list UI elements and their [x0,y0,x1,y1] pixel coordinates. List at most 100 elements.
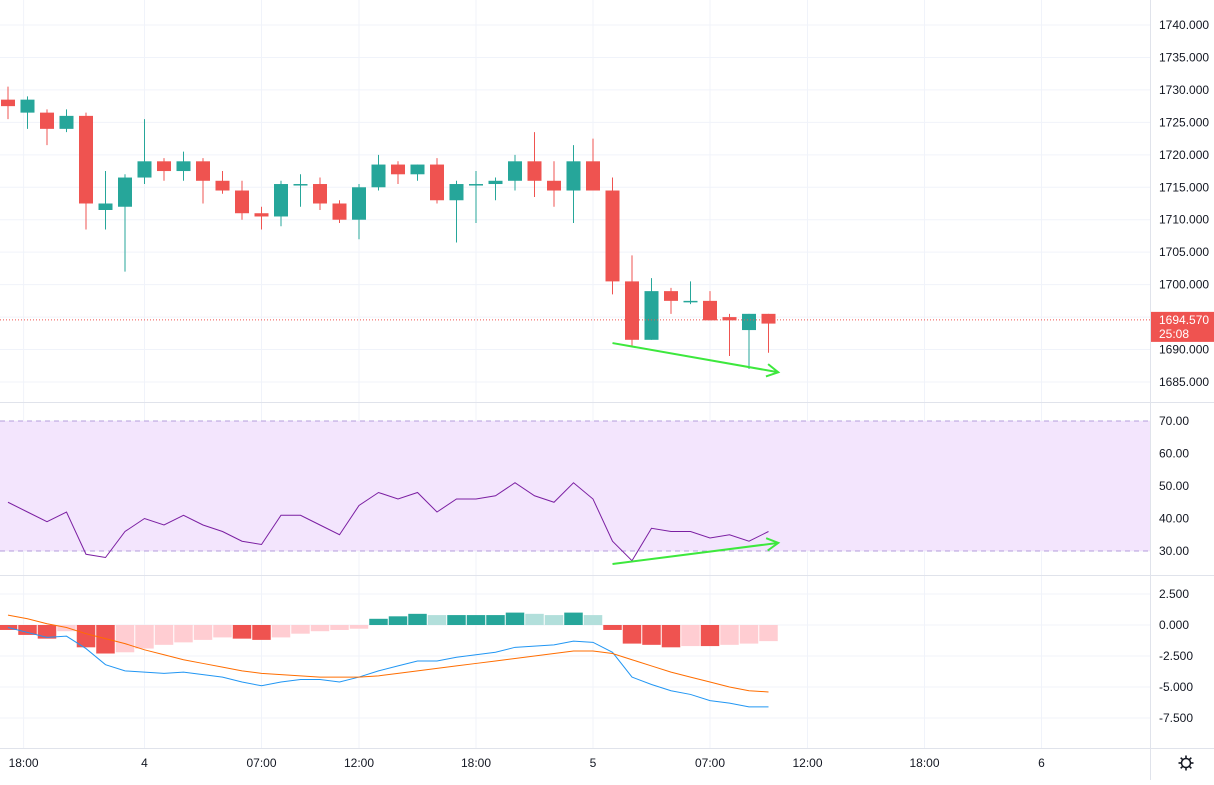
signal-line[interactable] [7,614,769,693]
candle[interactable] [508,154,522,191]
candle[interactable] [488,177,503,201]
macd-line[interactable] [7,626,769,708]
candle[interactable] [527,132,542,198]
candle-body [761,313,776,324]
candle[interactable] [703,291,717,321]
candle[interactable] [371,154,386,191]
price-axis-tick: 1715.000 [1159,180,1209,194]
macd-histogram-bar [525,613,544,625]
time-axis-tick: 4 [141,756,148,770]
price-axis-tick: 1710.000 [1159,213,1209,227]
gear-icon[interactable] [1178,755,1194,771]
candle-body [722,317,737,321]
candle[interactable] [683,281,698,305]
price-axis-tick: 1690.000 [1159,343,1209,357]
candle-body [293,184,308,186]
candle-body [352,187,366,220]
candle[interactable] [254,206,269,230]
candle[interactable] [391,161,405,185]
price-axis-tick: 1705.000 [1159,245,1209,259]
candle[interactable] [742,313,756,370]
macd-histogram-bar [700,625,720,647]
macd-histogram-bar [232,625,252,639]
price-axis-tick: 1700.000 [1159,278,1209,292]
candle[interactable] [547,161,561,207]
candle-body [625,281,639,340]
current-price-label: 1694.570 [1159,313,1209,327]
candle[interactable] [313,177,327,210]
candle[interactable] [118,174,132,272]
candle-body [235,190,249,214]
macd-histogram-bar [37,625,57,639]
candle-body [586,161,600,191]
candle[interactable] [235,180,249,220]
candle[interactable] [430,158,444,204]
candle-body [683,300,698,303]
time-axis-tick: 12:00 [344,756,374,770]
macd-histogram-bar [388,616,408,625]
gear-icon-tooth [1188,757,1192,761]
macd-histogram-bar [564,612,583,625]
candle-body [410,164,425,175]
candle[interactable] [352,184,366,240]
candle[interactable] [625,255,639,347]
price-axis-tick: -2.500 [1159,649,1193,663]
candle[interactable] [157,158,171,181]
candle[interactable] [1,86,15,120]
macd-histogram-bar [96,625,115,654]
candle[interactable] [722,313,737,357]
macd-pane[interactable] [0,612,778,708]
candle[interactable] [605,177,620,295]
price-axis-tick: 2.500 [1159,587,1189,601]
time-axis-tick: 18:00 [461,756,491,770]
price-axis-tick: 60.00 [1159,447,1189,461]
candle[interactable] [98,171,113,230]
candle[interactable] [293,174,308,207]
time-axis[interactable]: 18:00 4 07:00 12:00 18:00 5 07:00 12:00 18:00 6 [9,756,1046,770]
rsi-line[interactable] [7,482,769,562]
macd-histogram-bar [661,625,681,648]
candle[interactable] [215,171,230,194]
current-price-tag: 1694.570 25:08 [1151,311,1214,342]
price-axis-tick: 30.00 [1159,544,1189,558]
candle[interactable] [20,96,35,129]
macd-histogram-bar [642,625,661,645]
candle[interactable] [59,109,74,133]
candle-body [566,161,581,191]
price-axis-tick: 70.00 [1159,414,1189,428]
candle[interactable] [176,151,191,181]
candle-body [59,115,74,129]
candle[interactable] [644,278,659,340]
candle-body [79,115,93,204]
candle[interactable] [449,180,464,243]
candle-body [488,180,503,185]
candle-body [664,291,678,301]
trend-arrow-head [765,537,781,552]
candle[interactable] [137,119,152,185]
bar-countdown-label: 25:08 [1159,327,1189,341]
candle[interactable] [79,112,93,230]
candle[interactable] [469,171,483,223]
price-pane[interactable] [0,86,1150,370]
macd-histogram-bar [447,615,466,625]
candle-body [703,300,717,321]
price-axis-tick: 1730.000 [1159,83,1209,97]
candle[interactable] [664,287,678,314]
candle[interactable] [40,109,54,146]
candle[interactable] [586,138,600,191]
candle[interactable] [410,164,425,181]
rsi-pane[interactable] [7,482,769,562]
time-axis-tick: 12:00 [792,756,822,770]
candle[interactable] [274,180,288,227]
candle[interactable] [332,200,347,223]
macd-histogram-bar [310,625,330,632]
macd-histogram-bar [76,625,96,648]
candle[interactable] [566,145,581,223]
candle-body [176,161,191,172]
candle[interactable] [196,158,210,204]
rsi-band-layer [0,420,1150,552]
trend-arrow-head [765,363,781,378]
